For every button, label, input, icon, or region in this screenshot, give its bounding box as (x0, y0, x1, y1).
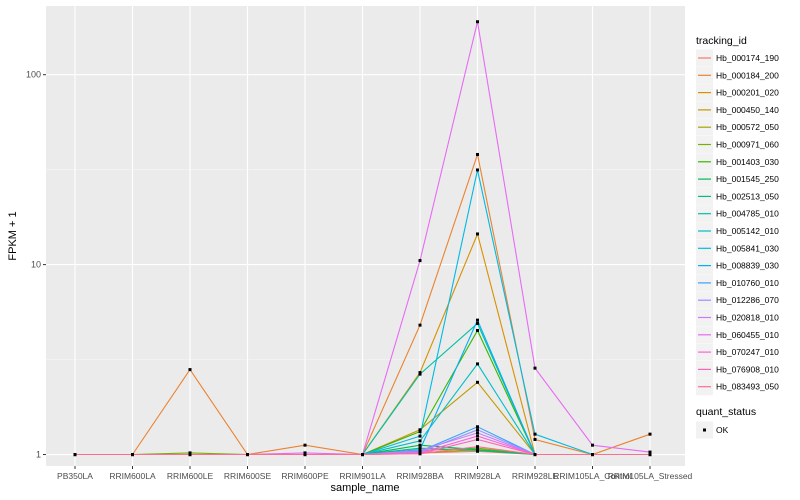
data-point (246, 453, 249, 457)
data-point (476, 318, 479, 322)
data-point (476, 152, 479, 156)
legend-label: Hb_005142_010 (716, 226, 779, 236)
legend-label: Hb_000971_060 (716, 140, 779, 150)
data-point (591, 453, 594, 457)
data-point (418, 439, 422, 443)
x-tick-label: RRIM600PE (281, 471, 329, 481)
data-point (476, 437, 479, 441)
data-point (361, 453, 364, 457)
legend-label: Hb_020818_010 (716, 313, 779, 323)
legend-label: Hb_070247_010 (716, 347, 779, 357)
legend-title: tracking_id (696, 35, 747, 47)
x-axis-title: sample_name (330, 482, 399, 494)
data-point (73, 453, 77, 457)
x-tick-label: RRIM600LE (167, 471, 214, 481)
legend-items: Hb_000174_190 Hb_000184_200 Hb_000201_020 H… (696, 49, 779, 396)
y-tick-label: 1 (36, 450, 41, 460)
legend-shape-items: OK (696, 421, 729, 439)
data-point (303, 443, 307, 447)
legend-label: Hb_004785_010 (716, 209, 779, 219)
data-point (476, 431, 479, 435)
legend-label: Hb_005841_030 (716, 243, 779, 253)
data-point (476, 232, 479, 236)
data-point (418, 430, 422, 434)
x-tick-label: RRIM600SE (224, 471, 272, 481)
data-point (533, 432, 537, 436)
data-point (418, 452, 422, 456)
y-tick-label: 100 (26, 70, 41, 80)
x-tick-label: RRIM600LA (109, 471, 156, 481)
y-axis-title: FPKM + 1 (7, 211, 19, 260)
data-point (303, 453, 307, 457)
legend-label: Hb_012286_070 (716, 295, 779, 305)
legend-label: Hb_000572_050 (716, 122, 779, 132)
data-point (591, 443, 594, 447)
data-point (533, 453, 537, 457)
data-point (476, 446, 479, 450)
data-point (476, 380, 479, 384)
data-point (188, 453, 192, 457)
legend-label: Hb_000184_200 (716, 70, 779, 80)
x-tick-label: RRIM901LA (339, 471, 386, 481)
x-tick-label: RRIM928LE (512, 471, 559, 481)
legend-label: Hb_000174_190 (716, 53, 779, 63)
legend-label: Hb_076908_010 (716, 364, 779, 374)
legend-key-point (703, 428, 706, 432)
data-point (418, 323, 422, 327)
legend-label: OK (716, 425, 729, 435)
legend-label: Hb_002513_050 (716, 191, 779, 201)
legend-shape-title: quant_status (696, 406, 756, 418)
data-point (476, 428, 479, 432)
data-point (476, 425, 479, 429)
legend-label: Hb_008839_030 (716, 261, 779, 271)
data-point (418, 434, 422, 438)
data-point (476, 445, 479, 449)
legend-label: Hb_001545_250 (716, 174, 779, 184)
data-point (188, 368, 192, 372)
legend-label: Hb_000201_020 (716, 88, 779, 98)
data-point (131, 453, 134, 457)
data-point (476, 20, 479, 24)
data-point (476, 168, 479, 172)
data-point (533, 366, 537, 370)
data-point (476, 328, 479, 332)
data-point (418, 371, 422, 375)
x-axis: PB350LA RRIM600LA RRIM600LE RRIM600SE RRIM60… (57, 466, 693, 481)
data-point (418, 448, 422, 452)
legend-label: Hb_000450_140 (716, 105, 779, 115)
y-tick-label: 10 (31, 260, 41, 270)
data-point (476, 321, 479, 325)
x-tick-label: RRIM928LA (454, 471, 501, 481)
x-tick-label: RRIM105LA_Stressed (608, 471, 693, 481)
data-point (476, 448, 479, 452)
data-point (533, 437, 537, 441)
data-point (648, 432, 652, 436)
legend-label: Hb_083493_050 (716, 382, 779, 392)
data-points (73, 20, 652, 457)
data-point (418, 259, 422, 263)
x-tick-label: PB350LA (57, 471, 93, 481)
data-point (476, 434, 479, 438)
legend-label: Hb_010760_010 (716, 278, 779, 288)
legend-label: Hb_060455_010 (716, 330, 779, 340)
data-point (418, 446, 422, 450)
legend: tracking_id Hb_000174_190Hb_000184_200Hb… (696, 35, 779, 439)
legend-label: Hb_001403_030 (716, 157, 779, 167)
y-axis: 1 10 100 (26, 70, 46, 460)
data-point (418, 428, 422, 432)
x-tick-label: RRIM928BA (396, 471, 444, 481)
data-point (303, 451, 307, 455)
data-point (418, 372, 422, 376)
plot-panel (46, 6, 685, 466)
data-point (188, 451, 192, 455)
x-tick-label: RRIM105LA_Control (553, 471, 632, 481)
data-point (648, 453, 652, 457)
data-point (418, 443, 422, 447)
data-point (648, 450, 652, 454)
data-point (476, 362, 479, 366)
